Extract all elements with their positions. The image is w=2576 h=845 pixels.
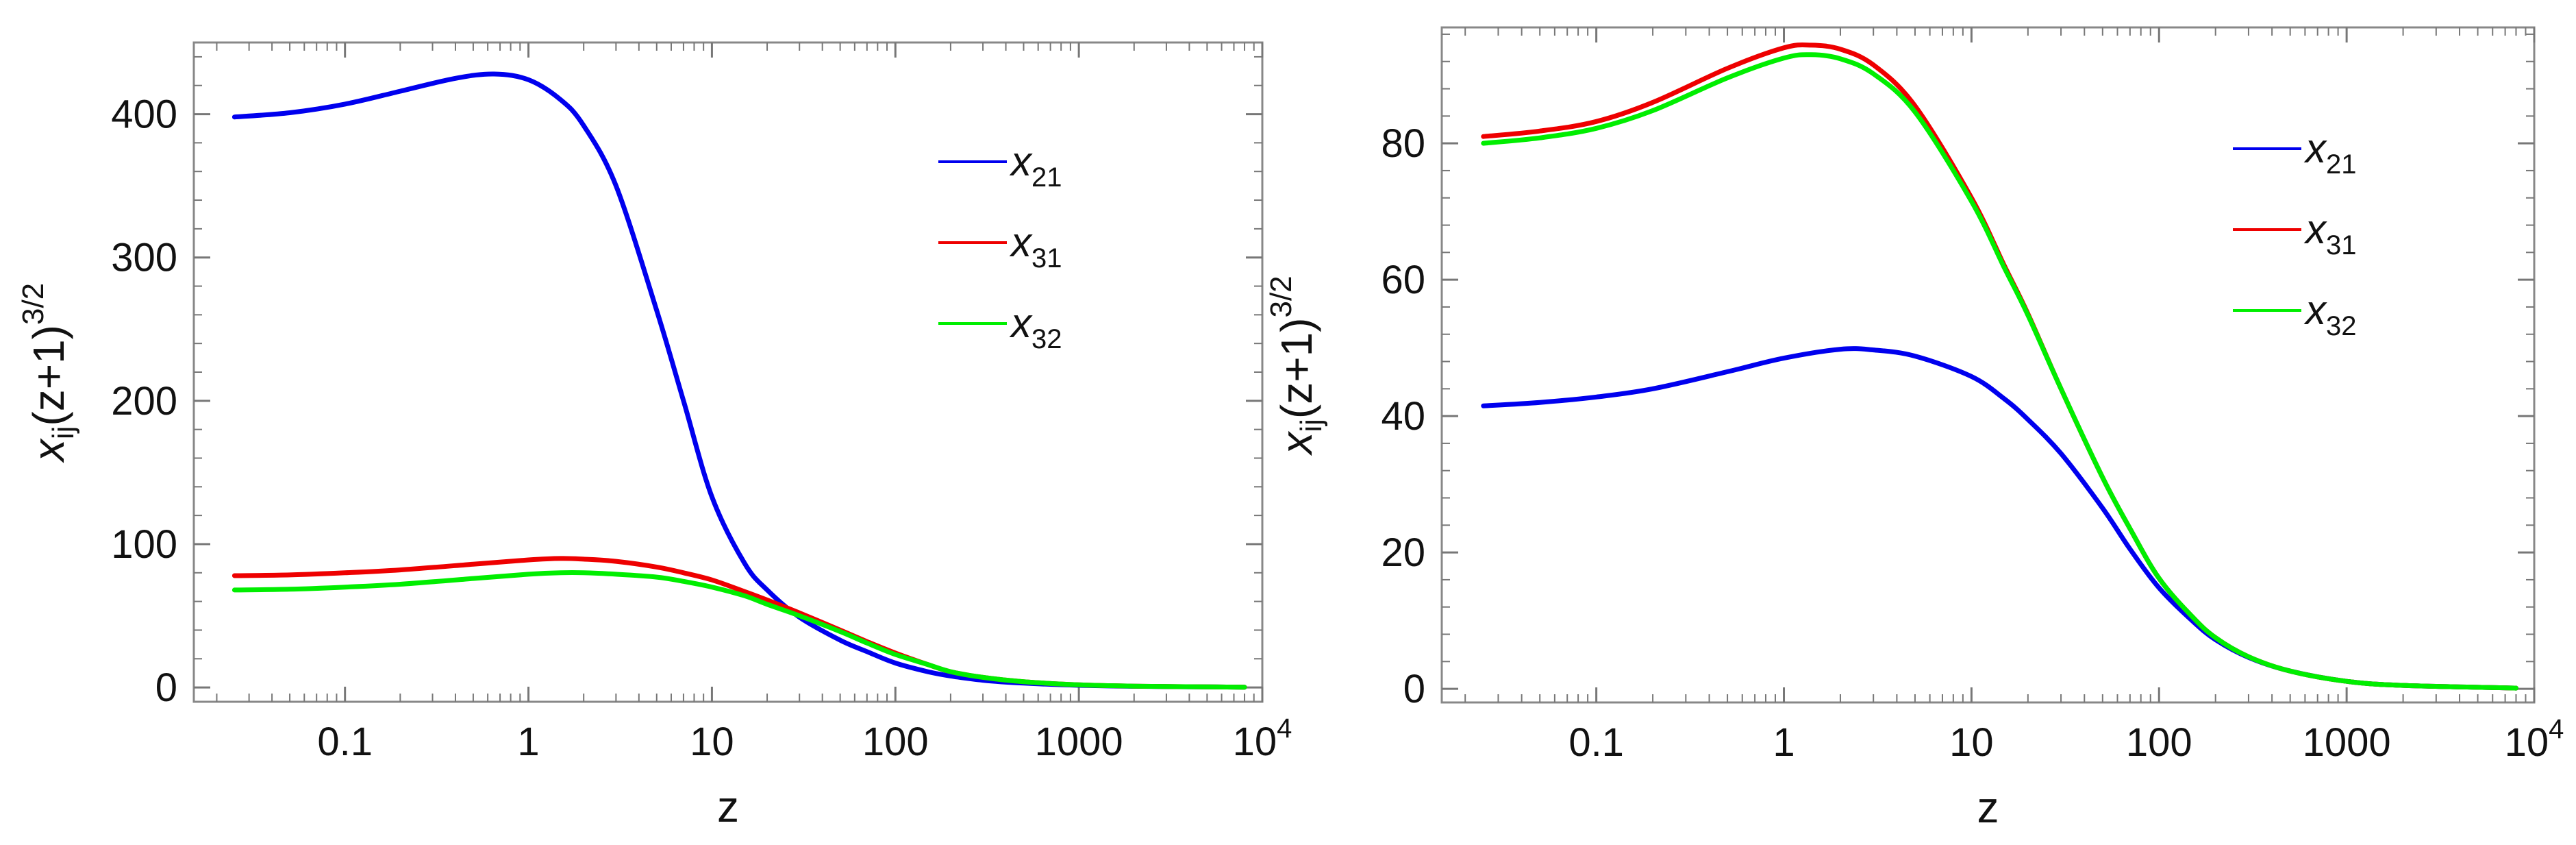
legend-label-x32: x32 [1009,300,1062,354]
y-tick-label: 80 [1381,121,1425,166]
x-tick-label: 104 [2505,714,2564,765]
y-tick-label: 0 [1403,667,1425,711]
right-chart-panel: 0.1 1 10 100 1000 104 0 20 40 60 80 z xij(z+1)3/2 x21… [1264,26,2564,832]
legend-label-x21: x21 [1009,138,1062,193]
y-tick-label: 200 [111,379,177,424]
series-line-x31 [232,556,1247,690]
y-tick-label: 20 [1381,530,1425,575]
x-tick-label: 1000 [2303,720,2391,765]
y-axis-label: xij(z+1)3/2 [16,283,80,463]
series-line-x32 [232,570,1247,690]
y-tick-label: 0 [155,665,177,710]
x-tick-label: 1 [517,720,539,764]
x-tick-label: 1 [1773,720,1795,765]
x-tick-label: 0.1 [317,720,373,764]
series-line-x31 [1481,42,2518,691]
series-line-x21 [1481,346,2518,691]
x-tick-label: 104 [1233,713,1292,764]
x-tick-label: 10 [690,720,734,764]
x-axis-label: z [1977,783,1999,832]
legend-label-x31: x31 [2303,206,2357,260]
plot-frame [1440,26,2536,704]
x-axis-label: z [717,782,739,831]
y-tick-label: 400 [111,93,177,137]
series-line-x32 [1481,52,2518,691]
legend-label-x31: x31 [1009,219,1062,273]
x-tick-label: 100 [862,720,929,764]
left-chart-panel: 0.1 1 10 100 1000 104 0 100 200 300 400 z xij(z+1)3/… [16,41,1292,831]
series-line-x21 [232,71,1247,690]
x-tick-label: 1000 [1035,720,1123,764]
legend-label-x21: x21 [2303,125,2357,180]
x-tick-label: 100 [2126,720,2192,765]
plot-frame [192,41,1264,703]
y-tick-label: 100 [111,522,177,567]
legend-label-x32: x32 [2303,287,2357,341]
x-tick-label: 0.1 [1568,720,1624,765]
y-tick-label: 40 [1381,394,1425,439]
y-tick-label: 300 [111,236,177,280]
x-tick-label: 10 [1949,720,1994,765]
y-tick-label: 60 [1381,258,1425,302]
y-axis-label: xij(z+1)3/2 [1264,275,1328,456]
